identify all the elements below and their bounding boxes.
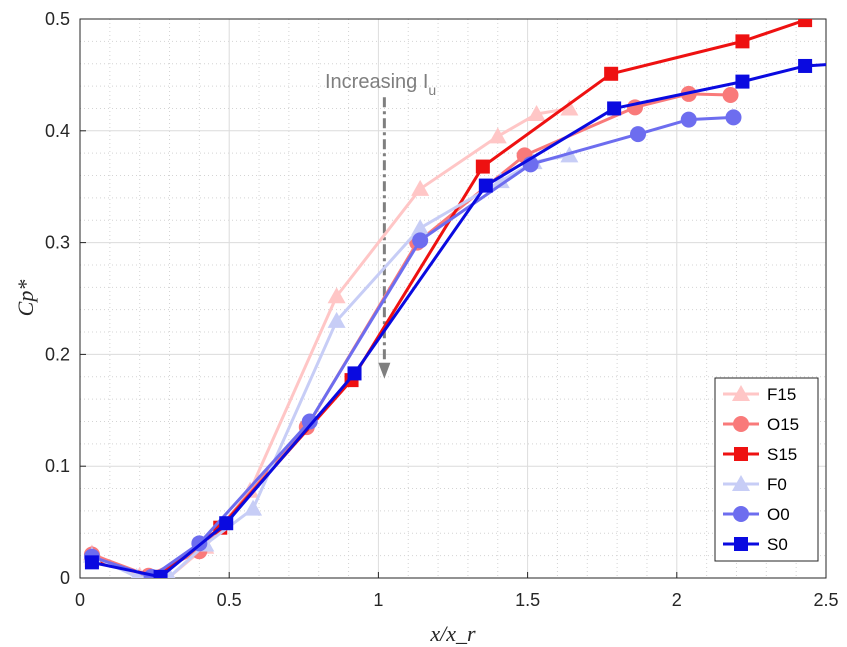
y-tick-label: 0.5 xyxy=(45,9,70,29)
x-tick-label: 2.5 xyxy=(813,590,838,610)
data-point xyxy=(411,179,430,196)
legend-marker-f15 xyxy=(732,385,750,401)
data-point xyxy=(722,87,739,104)
data-point xyxy=(327,311,346,328)
plot-frame xyxy=(79,18,827,579)
x-axis-ticks: 0 0.5 1 1.5 2 2.5 xyxy=(75,572,839,610)
data-point xyxy=(475,159,490,174)
legend-label-f0: F0 xyxy=(767,475,787,494)
data-point xyxy=(411,219,430,236)
x-tick-label: 0.5 xyxy=(217,590,242,610)
legend-label-o15: O15 xyxy=(767,415,799,434)
data-point xyxy=(347,366,362,381)
legend-marker-s0 xyxy=(734,537,748,551)
x-tick-label: 2 xyxy=(672,590,682,610)
y-tick-label: 0.1 xyxy=(45,456,70,476)
legend: F15 O15 S15 F0 O0 S0 xyxy=(714,377,819,562)
legend-marker-f0 xyxy=(732,475,750,491)
data-point xyxy=(153,569,168,578)
y-tick-label: 0.4 xyxy=(45,121,70,141)
y-tick-label: 0.2 xyxy=(45,344,70,364)
series-layer xyxy=(82,19,826,578)
legend-marker-s15 xyxy=(734,447,748,461)
data-point xyxy=(527,105,546,122)
series-line-s15 xyxy=(91,19,806,578)
plot-background xyxy=(80,19,826,578)
y-axis-ticks: 0 0.1 0.2 0.3 0.4 0.5 xyxy=(45,9,86,588)
data-point xyxy=(725,109,742,126)
minor-grid xyxy=(80,19,826,578)
legend-label-f15: F15 xyxy=(767,385,796,404)
data-point xyxy=(244,499,263,516)
data-point xyxy=(327,287,346,304)
x-tick-label: 0 xyxy=(75,590,85,610)
data-point xyxy=(560,99,579,116)
data-point xyxy=(412,232,429,249)
x-axis-label: x/x_r xyxy=(429,621,476,646)
data-point xyxy=(301,413,318,430)
y-axis-label: Cp* xyxy=(13,280,38,317)
data-point xyxy=(680,111,697,128)
annotation-text: Increasing Iu xyxy=(325,71,436,98)
data-point xyxy=(607,101,622,116)
legend-box xyxy=(714,377,819,562)
data-point xyxy=(604,66,619,81)
data-point xyxy=(491,172,510,189)
annotation: Increasing Iu xyxy=(325,71,436,379)
data-point xyxy=(735,74,750,89)
data-point xyxy=(735,34,750,49)
data-point xyxy=(478,178,493,193)
legend-label-s15: S15 xyxy=(767,445,797,464)
major-grid xyxy=(80,19,826,578)
y-tick-label: 0 xyxy=(60,568,70,588)
data-point xyxy=(798,58,813,73)
data-point xyxy=(84,555,99,570)
data-point xyxy=(219,516,234,531)
series-s0 xyxy=(84,58,826,578)
data-point xyxy=(488,127,507,144)
data-point xyxy=(630,126,647,143)
data-point xyxy=(798,19,813,28)
y-tick-label: 0.3 xyxy=(45,233,70,253)
legend-label-o0: O0 xyxy=(767,505,790,524)
annotation-arrow-head xyxy=(378,362,391,379)
legend-marker-o0 xyxy=(733,506,749,522)
legend-label-s0: S0 xyxy=(767,535,788,554)
legend-marker-o15 xyxy=(733,416,749,432)
x-tick-label: 1 xyxy=(373,590,383,610)
x-tick-label: 1.5 xyxy=(515,590,540,610)
